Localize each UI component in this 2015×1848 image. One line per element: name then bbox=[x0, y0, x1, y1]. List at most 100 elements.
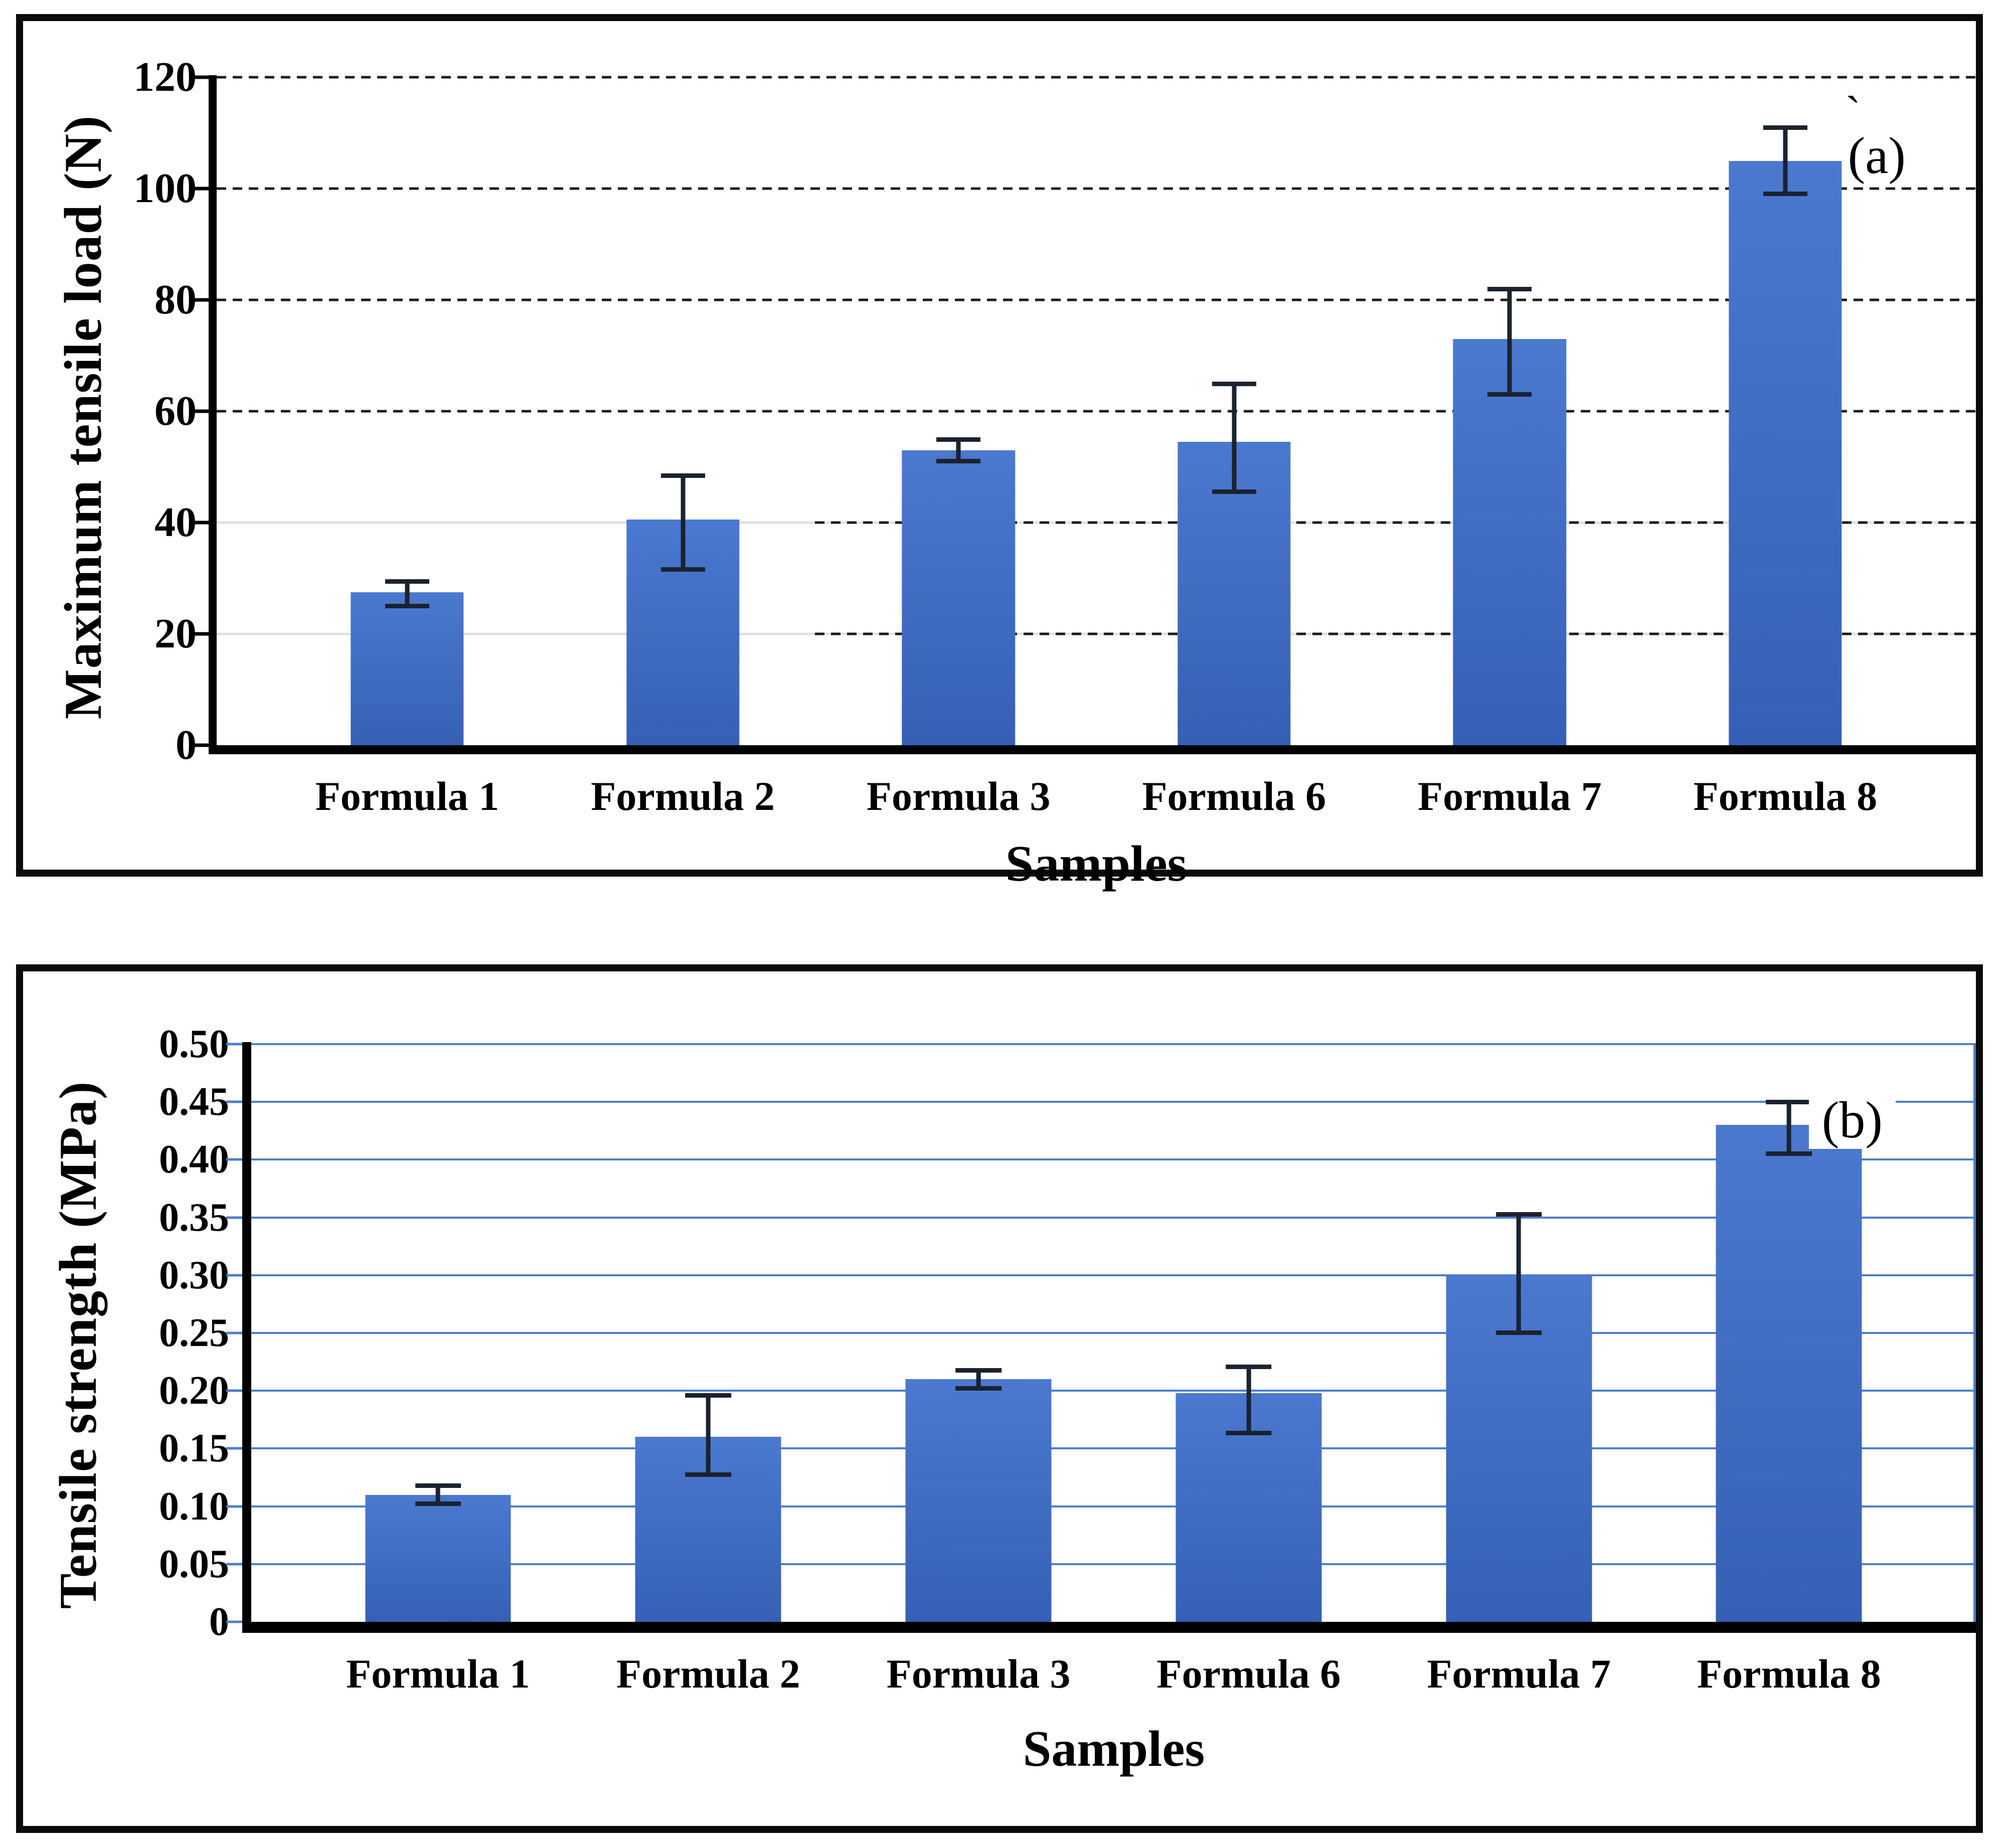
x-category-label: Formula 6 bbox=[1142, 773, 1326, 819]
error-bar bbox=[1766, 1100, 1812, 1156]
error-bar-cap-top bbox=[385, 579, 429, 584]
error-bar bbox=[955, 1368, 1001, 1391]
gridline bbox=[251, 1505, 1976, 1507]
x-category-label: Formula 7 bbox=[1418, 773, 1602, 819]
y-tick-label: 0.20 bbox=[159, 1369, 229, 1413]
error-bar-cap-top bbox=[1212, 381, 1256, 386]
error-bar bbox=[415, 1483, 461, 1506]
bar bbox=[1716, 1125, 1862, 1622]
error-bar bbox=[685, 1393, 732, 1477]
error-bar bbox=[1226, 1364, 1272, 1436]
bar bbox=[1729, 160, 1842, 745]
y-tick-mark bbox=[226, 1389, 242, 1392]
y-tick-mark bbox=[195, 298, 209, 302]
error-bar-cap-bottom bbox=[1226, 1431, 1272, 1436]
y-tick-mark bbox=[195, 75, 209, 79]
x-category-label: Formula 8 bbox=[1697, 1651, 1881, 1697]
y-tick-mark bbox=[226, 1274, 242, 1277]
error-bar bbox=[1495, 1212, 1542, 1335]
y-tick-mark bbox=[226, 1620, 242, 1623]
x-category-label: Formula 6 bbox=[1156, 1651, 1341, 1697]
gridline bbox=[251, 1101, 1976, 1103]
y-tick-mark bbox=[195, 743, 209, 747]
error-bar-line bbox=[956, 439, 961, 461]
x-axis-line bbox=[209, 745, 1976, 754]
gridline bbox=[217, 410, 1976, 413]
error-bar-line bbox=[1232, 383, 1237, 492]
error-bar-cap-bottom bbox=[1763, 192, 1807, 197]
error-bar-cap-top bbox=[1763, 125, 1807, 130]
plot-area: (b) 0 0.05 0.10 0.15 0.20 0.25 0.30 0.35 0.40 0.4… bbox=[159, 1024, 1976, 1642]
x-axis-line bbox=[242, 1622, 1976, 1633]
x-category-row: Formula 1 Formula 2 Formula 3 Formula 6 Form… bbox=[251, 1653, 1976, 1709]
error-bar-cap-bottom bbox=[1495, 1330, 1542, 1335]
x-category-label: Formula 3 bbox=[886, 1651, 1071, 1697]
error-bar-cap-bottom bbox=[936, 458, 981, 463]
y-axis-line bbox=[242, 1042, 251, 1633]
error-bar-cap-top bbox=[1495, 1212, 1542, 1217]
x-category-label: Formula 2 bbox=[616, 1651, 800, 1697]
y-tick-mark bbox=[226, 1158, 242, 1161]
x-category-label: Formula 1 bbox=[346, 1651, 530, 1697]
y-tick-label: 0.45 bbox=[159, 1080, 229, 1124]
y-tick-mark bbox=[195, 187, 209, 191]
y-tick-label: 0 bbox=[209, 1600, 229, 1644]
error-bar-cap-bottom bbox=[1766, 1151, 1812, 1156]
gridline bbox=[251, 1216, 1976, 1219]
error-bar-line bbox=[436, 1485, 441, 1504]
error-bar-cap-top bbox=[1766, 1100, 1812, 1105]
bar bbox=[905, 1379, 1052, 1622]
bar bbox=[365, 1494, 512, 1622]
y-tick-label: 120 bbox=[133, 54, 197, 100]
y-tick-label: 40 bbox=[154, 499, 197, 546]
y-tick-label: 0.05 bbox=[159, 1542, 229, 1586]
gridline bbox=[251, 1043, 1976, 1045]
bar bbox=[1453, 339, 1567, 745]
gridline bbox=[251, 1563, 1976, 1565]
stray-mark: ` bbox=[1845, 88, 1861, 137]
chart-panel-a: Maximum tensile load (N) (a) ` 0 20 40 60 80… bbox=[16, 14, 1983, 890]
error-bar-cap-top bbox=[955, 1368, 1001, 1373]
gridline bbox=[217, 298, 1976, 301]
error-bar-line bbox=[1507, 288, 1512, 395]
bar bbox=[902, 450, 1015, 745]
gridline bbox=[217, 76, 1976, 79]
y-tick-mark bbox=[226, 1447, 242, 1450]
error-bar bbox=[660, 473, 705, 572]
error-bar-cap-top bbox=[660, 473, 705, 478]
error-bar-line bbox=[1783, 127, 1788, 195]
y-tick-mark bbox=[226, 1563, 242, 1566]
error-bar bbox=[1487, 286, 1532, 397]
gridline bbox=[217, 187, 1976, 190]
gridline bbox=[814, 632, 1976, 635]
y-axis-title: Tensile strength (MPa) bbox=[49, 1081, 107, 1609]
error-bar-cap-bottom bbox=[1212, 489, 1256, 494]
y-tick-mark bbox=[195, 632, 209, 636]
y-tick-label: 60 bbox=[154, 388, 197, 434]
error-bar-line bbox=[405, 581, 410, 606]
y-tick-mark bbox=[226, 1505, 242, 1508]
error-bar-cap-bottom bbox=[660, 567, 705, 572]
y-tick-mark bbox=[226, 1043, 242, 1046]
x-axis-title: Samples bbox=[1005, 835, 1188, 892]
y-tick-label: 0.30 bbox=[159, 1253, 229, 1297]
y-tick-mark bbox=[226, 1331, 242, 1334]
error-bar bbox=[385, 579, 429, 608]
error-bar-line bbox=[706, 1395, 711, 1475]
gridline bbox=[251, 1274, 1976, 1276]
gridline bbox=[251, 1158, 1976, 1161]
y-tick-label: 80 bbox=[154, 276, 197, 323]
panel-letter: (a) bbox=[1848, 127, 1906, 185]
x-category-label: Formula 8 bbox=[1693, 773, 1878, 819]
y-tick-mark bbox=[195, 409, 209, 413]
error-bar-cap-bottom bbox=[415, 1501, 461, 1506]
y-axis-title: Maximum tensile load (N) bbox=[54, 115, 112, 720]
y-tick-mark bbox=[226, 1100, 242, 1103]
gridline bbox=[251, 1332, 1976, 1334]
gridline bbox=[814, 521, 1976, 524]
error-bar-cap-top bbox=[1487, 286, 1532, 291]
y-tick-label: 0.10 bbox=[159, 1484, 229, 1529]
error-bar-cap-bottom bbox=[385, 603, 429, 608]
y-tick-label: 0 bbox=[176, 722, 197, 768]
error-bar-line bbox=[1246, 1366, 1251, 1434]
